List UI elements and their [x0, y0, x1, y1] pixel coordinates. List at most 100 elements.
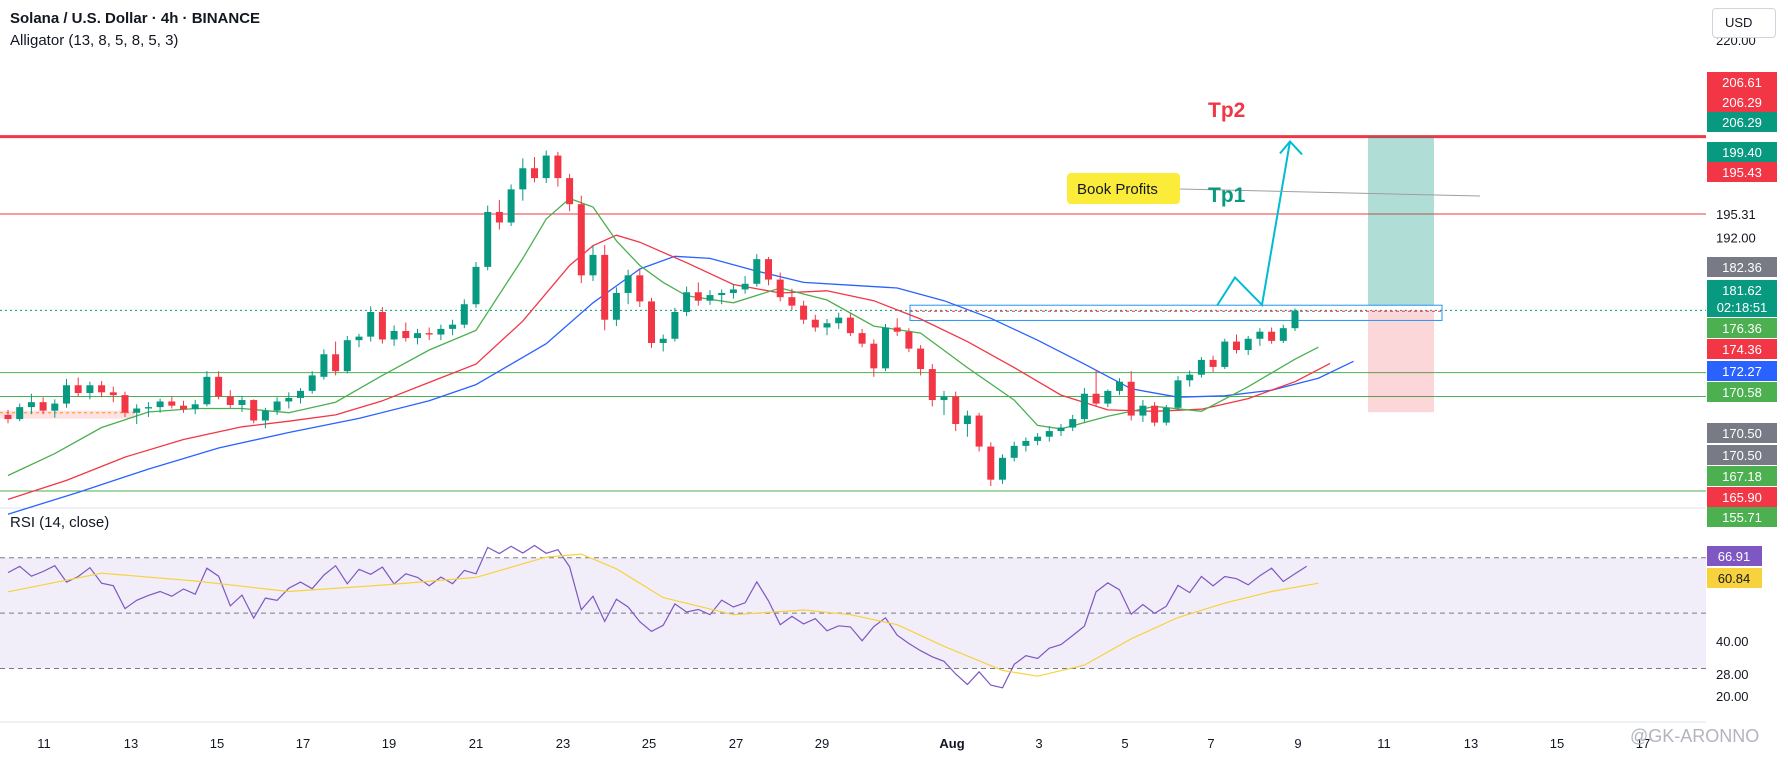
candle-body [51, 403, 59, 411]
candle-body [297, 390, 304, 398]
candle [449, 319, 457, 336]
rsi-badge-label: 66.91 [1718, 549, 1751, 564]
candle-body [1057, 427, 1065, 432]
candle [1022, 437, 1030, 452]
candle-body [729, 289, 737, 293]
rsi-badge-box [1707, 546, 1762, 566]
candle-body [671, 311, 679, 339]
candle-body [1139, 405, 1147, 416]
time-tick-label: 17 [1636, 736, 1650, 751]
rsi-legend: RSI (14, close) [10, 514, 110, 531]
candle-body [718, 292, 726, 296]
indicator-legend: Alligator (13, 8, 5, 8, 5, 3) [10, 32, 179, 49]
candle-body [495, 211, 503, 223]
candle [741, 276, 749, 294]
candle [1104, 389, 1112, 408]
candle [1034, 433, 1042, 446]
candle-body [484, 211, 492, 267]
candle [1244, 335, 1252, 355]
candle [121, 391, 129, 417]
candle-body [285, 397, 293, 402]
candle-body [601, 254, 609, 320]
candle [1069, 414, 1077, 432]
candle-body [612, 292, 620, 320]
candle-body [27, 402, 35, 408]
candle-body [332, 354, 340, 372]
candle-body [636, 275, 644, 302]
candle [1045, 426, 1053, 442]
price-badge: 170.50 [1707, 423, 1777, 443]
candle-body [846, 317, 854, 334]
price-badge-label: 182.36 [1722, 260, 1762, 275]
candle [870, 339, 878, 377]
candle-body [343, 340, 351, 372]
rsi-badge-box [1707, 568, 1762, 588]
candle-body [308, 375, 316, 391]
candle-body [1045, 431, 1053, 437]
price-badge-box [1707, 142, 1777, 162]
candle [16, 403, 24, 422]
candle [1268, 327, 1276, 344]
candle-body [870, 343, 878, 369]
candle [999, 454, 1006, 484]
projection-arrowhead [1279, 139, 1303, 156]
candle [531, 156, 538, 183]
currency-selector[interactable]: USD [1712, 8, 1776, 38]
time-tick-label: 11 [37, 736, 51, 751]
candle-body [4, 414, 12, 420]
candle [1174, 376, 1182, 410]
candle-body [472, 266, 480, 305]
candle-body [121, 395, 129, 413]
candle [261, 407, 269, 429]
candle [238, 395, 246, 413]
price-badge-box [1707, 487, 1777, 507]
candle-body [776, 279, 784, 298]
price-badge: 199.40 [1707, 142, 1777, 162]
candle [308, 371, 316, 394]
time-tick-label: 5 [1121, 736, 1128, 751]
tp1-label: Tp1 [1208, 184, 1246, 207]
price-badge-box [1707, 445, 1777, 465]
candle [414, 328, 421, 345]
candle-body [98, 385, 106, 393]
candle [601, 245, 609, 331]
candle-body [999, 457, 1006, 480]
candle [297, 388, 304, 404]
time-tick-label: 7 [1207, 736, 1214, 751]
candle [811, 314, 819, 332]
price-badge: 167.18 [1707, 466, 1777, 486]
price-badge: 02:18:51 [1707, 297, 1777, 317]
candle-body [1197, 359, 1205, 375]
candle-body [1034, 436, 1042, 441]
price-badge-label: 165.90 [1722, 490, 1762, 505]
time-tick-label: 11 [1377, 736, 1391, 751]
candle [542, 150, 550, 184]
candle-body [1127, 381, 1135, 416]
candle [168, 396, 176, 409]
price-badge-label: 206.61 [1722, 75, 1762, 90]
candle-body [940, 396, 948, 401]
rsi-tick-label: 40.00 [1716, 634, 1749, 649]
candle [554, 152, 562, 187]
candle [753, 254, 761, 287]
candle [109, 386, 117, 403]
candle [332, 341, 340, 376]
candle [659, 334, 667, 352]
price-badge-label: 172.27 [1722, 364, 1762, 379]
candle [355, 333, 363, 348]
candle-body [1186, 374, 1194, 381]
candle-body [917, 348, 925, 370]
candle-body [191, 404, 199, 410]
candle [823, 319, 831, 336]
time-tick-label: 21 [469, 736, 483, 751]
candle [39, 397, 47, 415]
time-tick-label: 19 [382, 736, 396, 751]
candle-body [1256, 331, 1264, 339]
candle [800, 300, 808, 324]
candle [1116, 378, 1123, 396]
candle [1127, 371, 1135, 421]
price-badge-box [1707, 423, 1777, 443]
candle [472, 261, 480, 308]
